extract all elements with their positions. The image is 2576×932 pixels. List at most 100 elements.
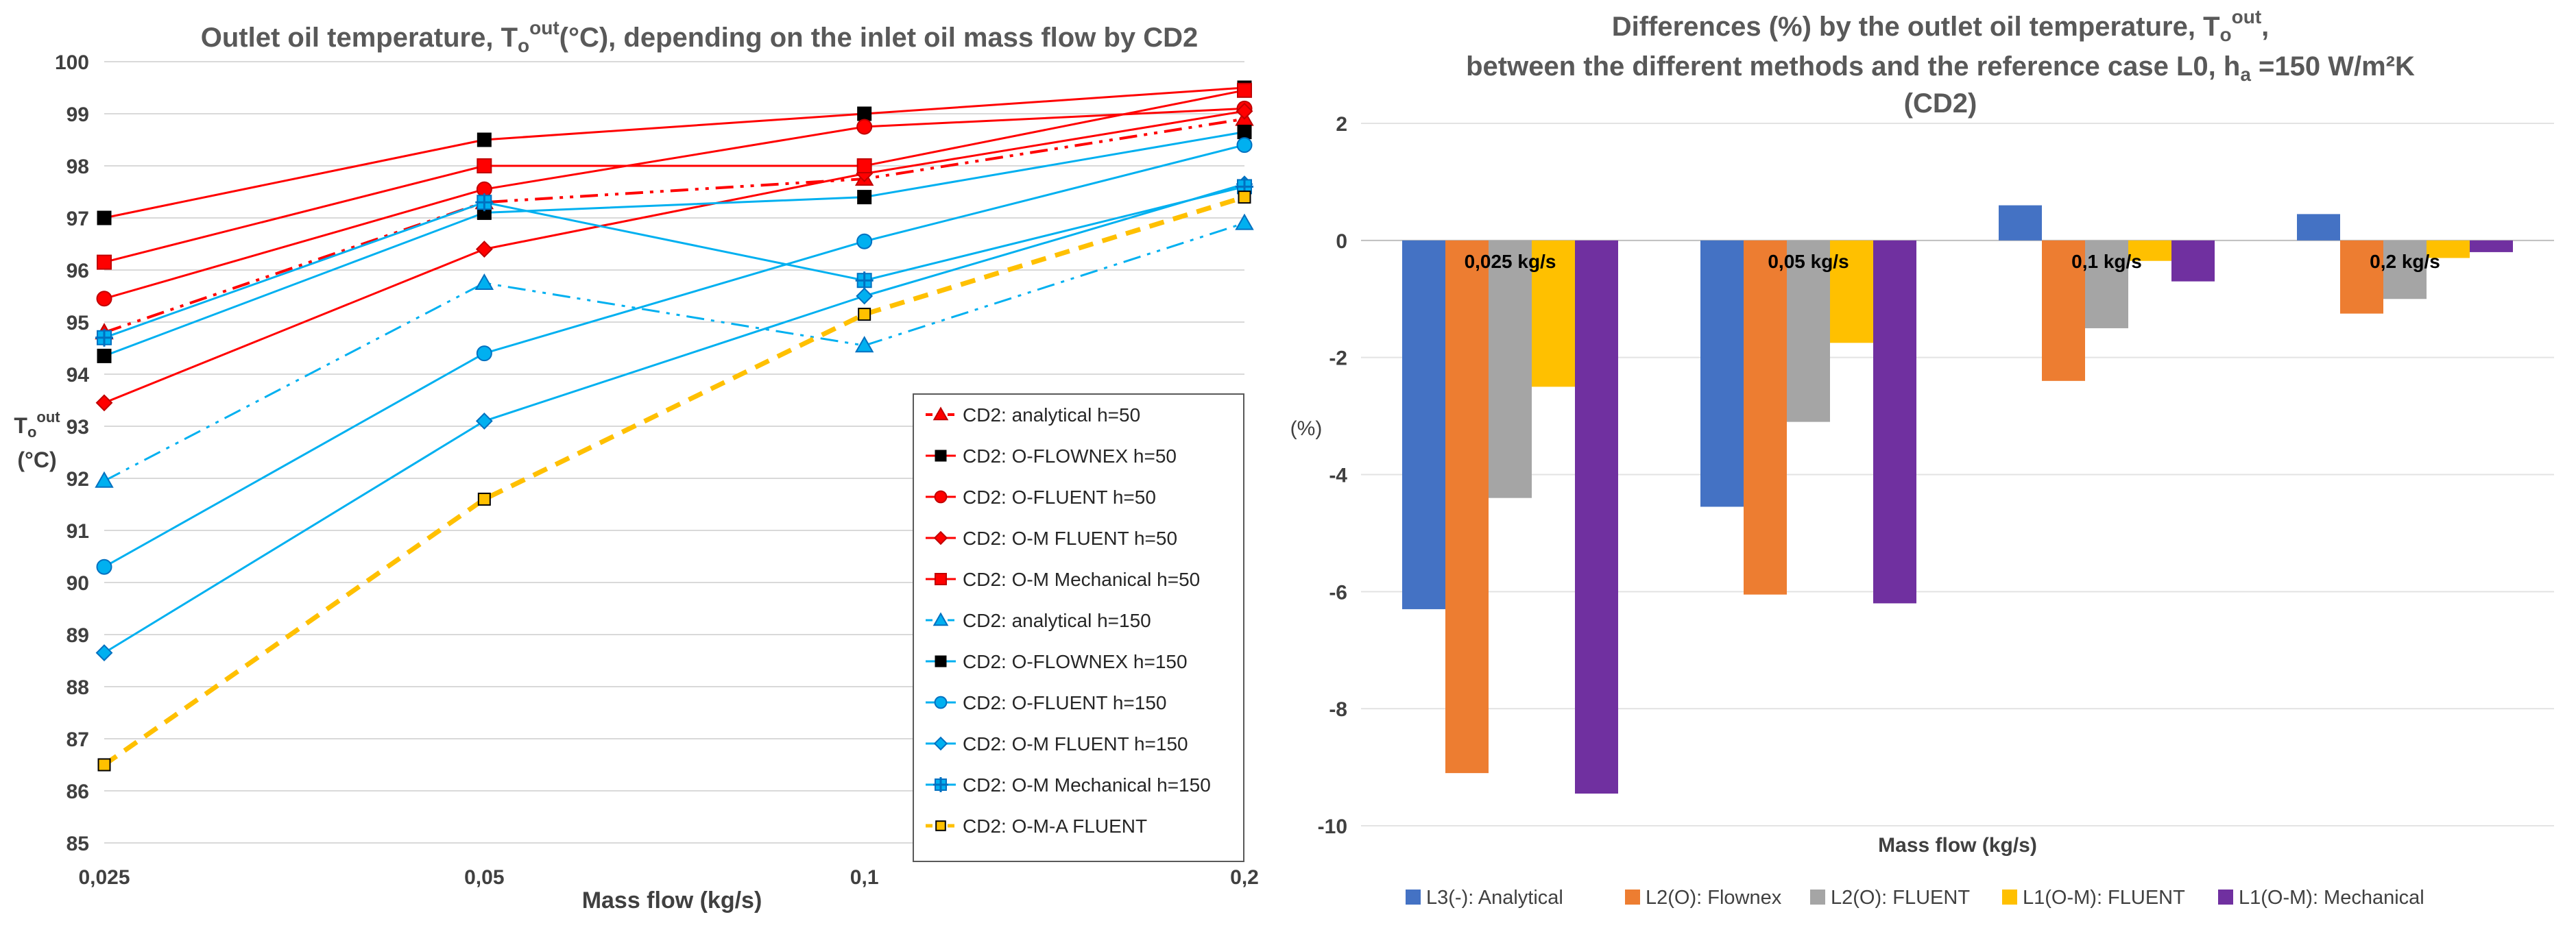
x-tick-label-0-2: 0,2 xyxy=(1230,866,1259,889)
legend-cd2-analytical-h-150-label: CD2: analytical h=150 xyxy=(963,610,1151,631)
y-tick-label-89: 89 xyxy=(67,624,89,647)
bar-series-l1-o-m-fluent-0-05-kg-s xyxy=(1830,240,1873,343)
bar-legend-l2-o-fluent: L2(O): FLUENT xyxy=(1810,887,1970,909)
series-cd2-o-fluent-h-150 xyxy=(96,137,1253,575)
legend-cd2-o-m-mechanical-h-50-label: CD2: O-M Mechanical h=50 xyxy=(963,569,1200,590)
series-cd2-o-flownex-h-150-point-0-1 xyxy=(857,190,872,205)
series-cd2-o-m-fluent-h-50-line xyxy=(104,110,1245,404)
y-tick-label-86: 86 xyxy=(67,781,89,803)
series-cd2-o-flownex-h-150-line xyxy=(104,131,1245,357)
y-tick-label-98: 98 xyxy=(67,156,89,178)
bar-chart-title-line-3: (CD2) xyxy=(1904,88,1977,119)
series-cd2-o-m-mechanical-h-50-point-0-025 xyxy=(97,254,112,270)
bar-series-l2-o-fluent-0-025-kg-s xyxy=(1489,240,1532,498)
series-cd2-o-m-fluent-h-150-point-0-025 xyxy=(95,644,113,662)
series-cd2-o-fluent-h-50-point-0-025 xyxy=(96,291,112,307)
bar-series-l3-analytical-0-025-kg-s xyxy=(1402,240,1445,609)
legend-cd2-o-fluent-h-50-swatch-marker xyxy=(934,490,948,504)
legend-cd2-o-fluent-h-50: CD2: O-FLUENT h=50 xyxy=(926,487,1156,508)
bar-legend-l2-o-flownex-swatch xyxy=(1625,890,1640,905)
bar-legend-l3-analytical: L3(-): Analytical xyxy=(1406,887,1563,909)
series-cd2-o-m-mechanical-h-150-line xyxy=(104,185,1245,339)
bar-series-l2-o-fluent-0-05-kg-s xyxy=(1787,240,1830,422)
legend-box xyxy=(913,393,1244,862)
bar-series-l3-analytical xyxy=(1402,205,2340,609)
y-tick-label-93: 93 xyxy=(67,416,89,439)
legend-cd2-analytical-h-50-swatch-marker xyxy=(932,406,949,421)
series-cd2-o-flownex-h-50 xyxy=(97,80,1252,225)
series-cd2-o-m-a-fluent-point-0-1 xyxy=(858,308,871,321)
legend-cd2-analytical-h-150-swatch-marker xyxy=(932,612,949,626)
category-label-0-2-kg-s: 0,2 kg/s xyxy=(2370,251,2440,272)
series-cd2-o-m-fluent-h-150-line xyxy=(104,183,1245,654)
bar-series-l2-o-flownex-0-025-kg-s xyxy=(1445,240,1489,774)
series-cd2-o-m-fluent-h-50-point-0-2 xyxy=(1236,102,1253,120)
legend-cd2-o-flownex-h-50: CD2: O-FLOWNEX h=50 xyxy=(926,445,1177,467)
legend-cd2-o-m-fluent-h-150-swatch-marker xyxy=(933,736,948,751)
series-cd2-o-m-mechanical-h-50-point-0-1 xyxy=(856,158,872,173)
bar-series-l1-o-m-mechanical-0-05-kg-s xyxy=(1873,240,1916,604)
legend-cd2-o-m-fluent-h-150-label: CD2: O-M FLUENT h=150 xyxy=(963,733,1188,755)
bar-chart-title-line-1: Differences (%) by the outlet oil temper… xyxy=(1612,6,2270,45)
legend-cd2-o-fluent-h-150-label: CD2: O-FLUENT h=150 xyxy=(963,692,1167,713)
line-chart-y-axis-unit: (°C) xyxy=(17,447,56,472)
bar-series-l2-o-flownex-0-05-kg-s xyxy=(1744,240,1787,595)
x-tick-label-0-025: 0,025 xyxy=(78,866,130,889)
series-cd2-o-m-mechanical-h-50-line xyxy=(104,89,1245,264)
bar-legend-l1-o-m-mechanical-swatch xyxy=(2218,890,2233,905)
series-cd2-o-m-mechanical-h-50-point-0-2 xyxy=(1237,82,1252,98)
bar-y-tick-label-10: -10 xyxy=(1318,816,1347,838)
bar-legend-l2-o-flownex-label: L2(O): Flownex xyxy=(1646,887,1782,909)
line-chart-y-tick-labels: 85 86 87 88 89 90 91 92 93 94 95 96 97 98 99 100 xyxy=(55,51,89,855)
series-cd2-o-fluent-h-150-point-0-025 xyxy=(96,559,112,575)
legend-cd2-o-fluent-h-50-label: CD2: O-FLUENT h=50 xyxy=(963,487,1156,508)
legend-cd2-analytical-h-150: CD2: analytical h=150 xyxy=(926,610,1151,631)
y-tick-label-99: 99 xyxy=(67,103,89,126)
y-tick-label-90: 90 xyxy=(67,572,89,595)
y-tick-label-94: 94 xyxy=(67,364,90,387)
bar-chart-bars xyxy=(1402,205,2513,794)
y-tick-label-95: 95 xyxy=(67,312,89,334)
series-cd2-analytical-h-50-line xyxy=(104,117,1245,334)
series-cd2-o-m-mechanical-h-50 xyxy=(97,82,1252,270)
bar-chart-category-labels: 0,025 kg/s 0,05 kg/s 0,1 kg/s 0,2 kg/s xyxy=(1465,251,2440,272)
line-chart-x-tick-labels: 0,025 0,05 0,1 0,2 xyxy=(78,866,1258,889)
bar-chart-x-axis-label: Mass flow (kg/s) xyxy=(1878,834,2037,857)
bar-series-l2-o-flownex-0-1-kg-s xyxy=(2042,240,2085,381)
series-cd2-o-m-fluent-h-150-point-0-1 xyxy=(856,287,874,305)
bar-series-l3-analytical-0-05-kg-s xyxy=(1700,240,1744,507)
legend-cd2-o-m-mechanical-h-150: CD2: O-M Mechanical h=150 xyxy=(926,774,1211,796)
line-chart-x-axis-label: Mass flow (kg/s) xyxy=(582,887,762,913)
series-cd2-o-fluent-h-50-line xyxy=(104,107,1245,300)
series-cd2-o-m-a-fluent-point-0-05 xyxy=(477,492,491,506)
legend-cd2-o-flownex-h-150: CD2: O-FLOWNEX h=150 xyxy=(926,651,1188,672)
series-cd2-o-flownex-h-50-line xyxy=(104,86,1245,219)
y-tick-label-87: 87 xyxy=(67,728,89,751)
series-cd2-o-flownex-h-150-point-0-025 xyxy=(97,348,112,363)
bar-legend-l2-o-fluent-swatch xyxy=(1810,890,1825,905)
y-tick-label-96: 96 xyxy=(67,260,89,282)
series-cd2-o-m-fluent-h-50-point-0-025 xyxy=(95,394,113,412)
legend-cd2-o-m-fluent-h-50: CD2: O-M FLUENT h=50 xyxy=(926,528,1177,549)
series-cd2-o-flownex-h-150-point-0-2 xyxy=(1237,125,1252,140)
series-cd2-o-flownex-h-50-point-0-025 xyxy=(97,210,112,225)
legend-cd2-o-m-fluent-h-50-label: CD2: O-M FLUENT h=50 xyxy=(963,528,1177,549)
bar-y-tick-label-8: -8 xyxy=(1329,698,1347,721)
series-cd2-o-m-a-fluent-line xyxy=(102,195,1246,767)
series-cd2-analytical-h-150-point-0-2 xyxy=(1235,213,1254,230)
bar-series-l1-o-m-mechanical xyxy=(1575,240,2513,794)
bar-series-l1-o-m-fluent-0-2-kg-s xyxy=(2427,240,2470,258)
y-tick-label-97: 97 xyxy=(67,208,89,230)
y-tick-label-92: 92 xyxy=(67,468,89,491)
bar-chart-title-line-2: between the different methods and the re… xyxy=(1466,51,2415,85)
legend-cd2-analytical-h-50: CD2: analytical h=50 xyxy=(926,404,1140,426)
y-tick-label-88: 88 xyxy=(67,676,89,699)
series-cd2-o-m-fluent-h-150-point-0-05 xyxy=(475,412,493,430)
legend-cd2-o-m-fluent-h-150: CD2: O-M FLUENT h=150 xyxy=(926,733,1188,755)
series-cd2-o-fluent-h-150-point-0-05 xyxy=(476,345,492,362)
legend-cd2-o-fluent-h-150-swatch-marker xyxy=(934,696,948,709)
category-label-0-025-kg-s: 0,025 kg/s xyxy=(1465,251,1556,272)
series-cd2-o-flownex-h-50-point-0-1 xyxy=(857,106,872,121)
bar-series-l1-o-m-mechanical-0-025-kg-s xyxy=(1575,240,1618,794)
